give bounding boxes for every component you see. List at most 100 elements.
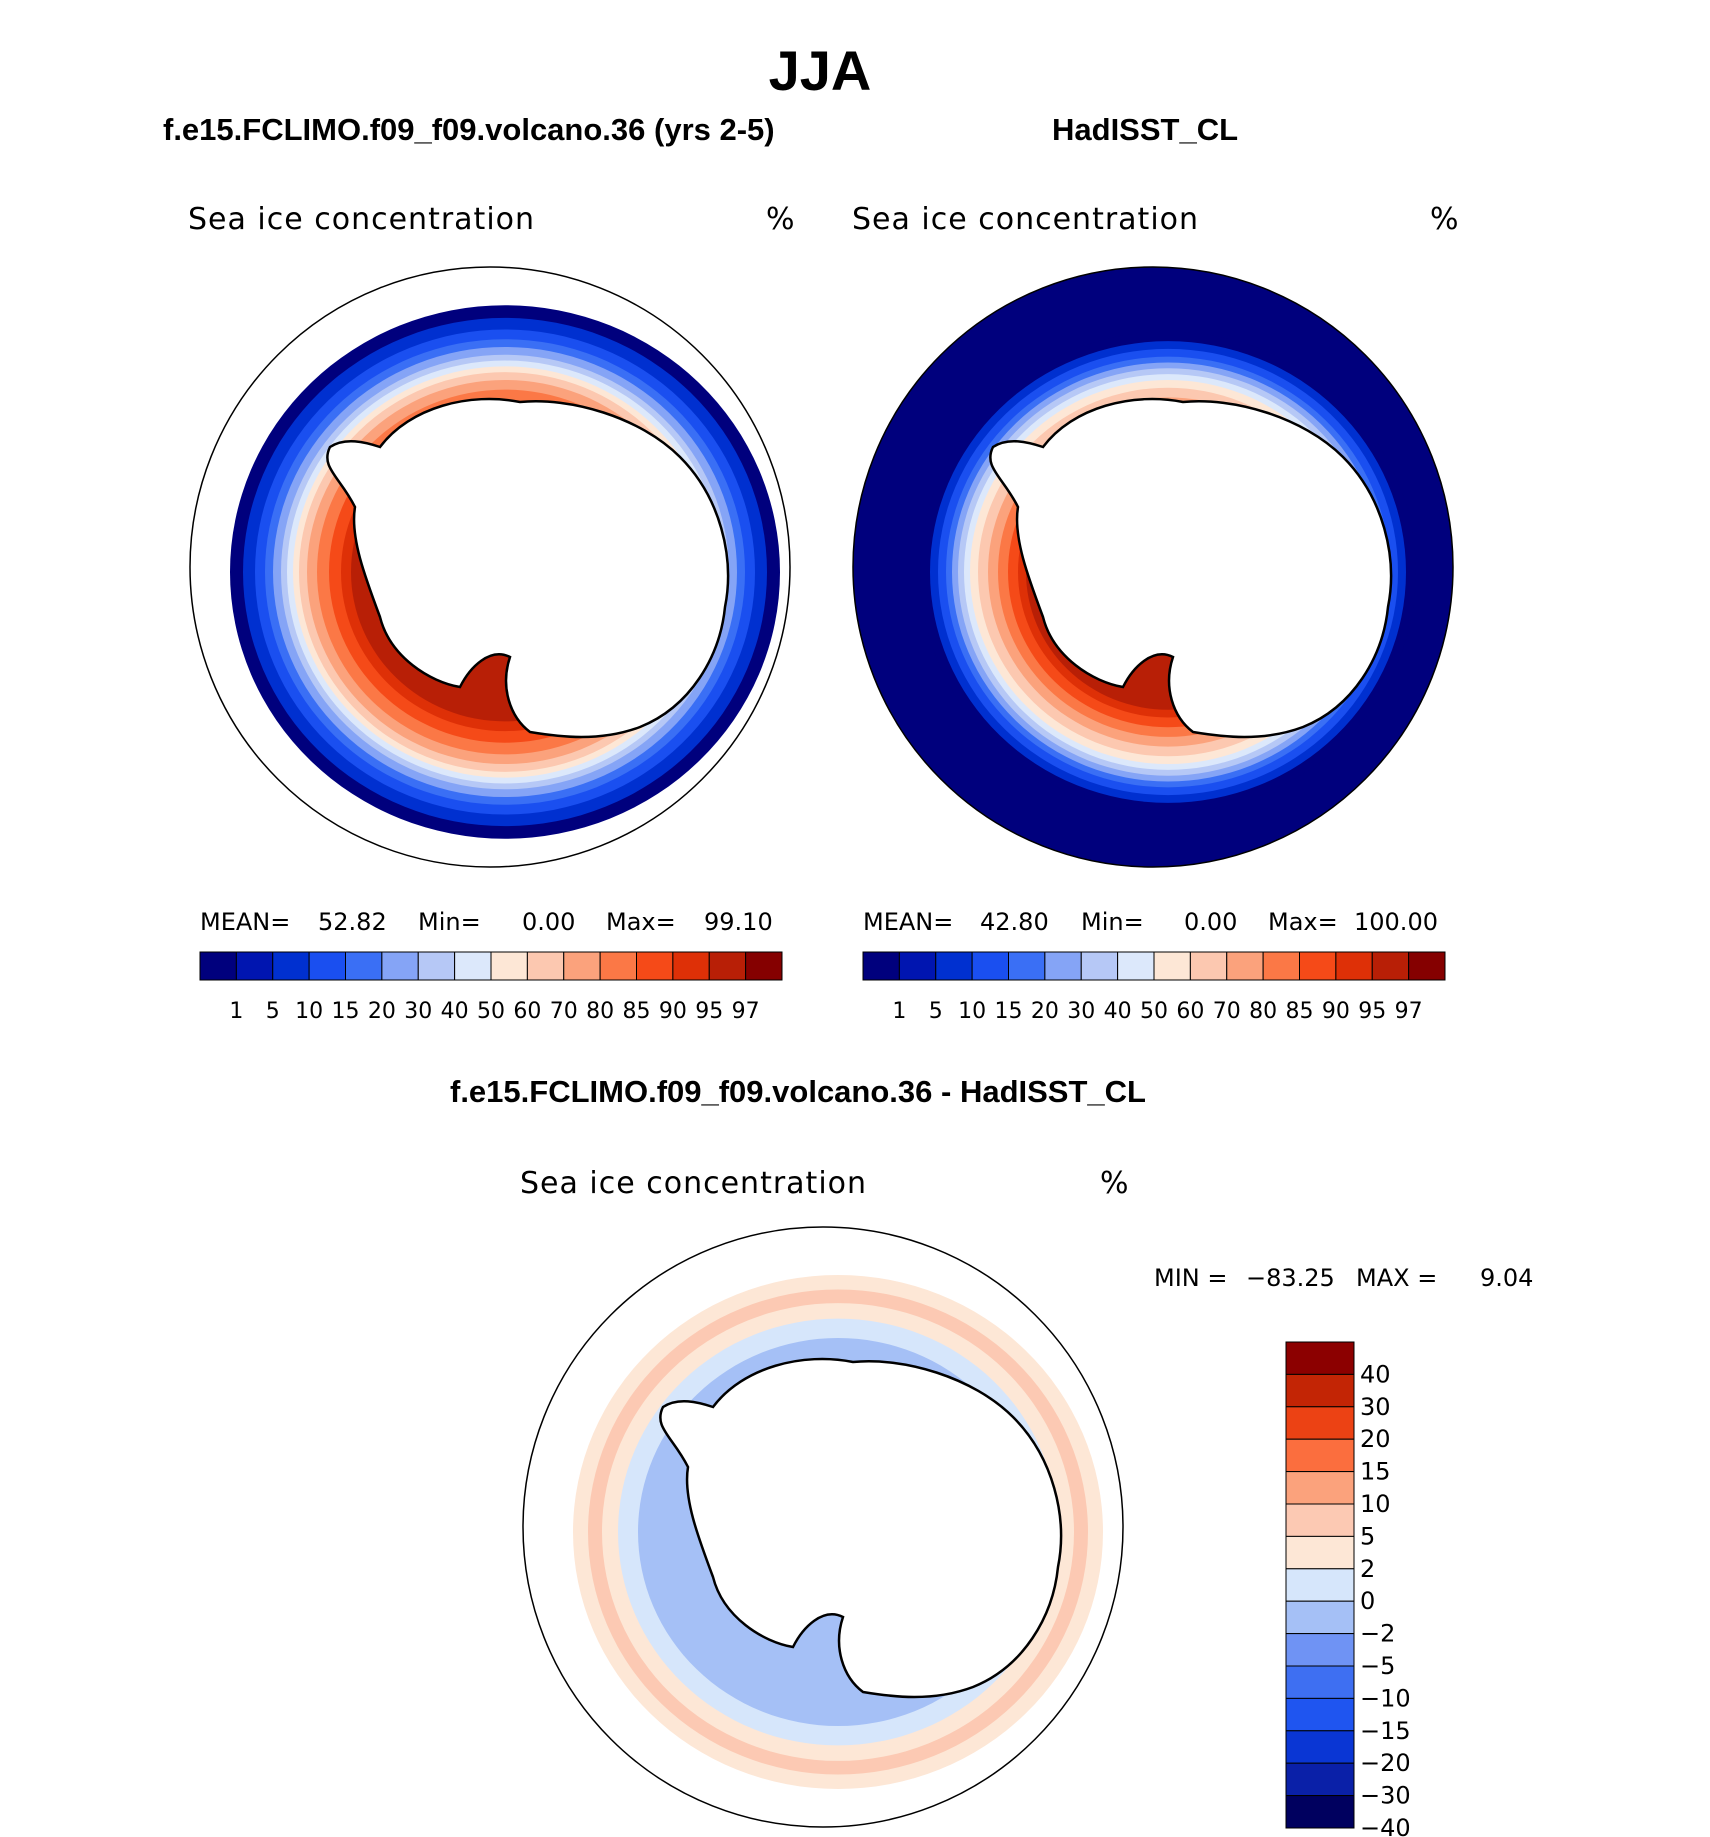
diff-colorbar-tick-label: −2: [1360, 1620, 1395, 1648]
panel-2-colorbar-swatch: [1080, 951, 1119, 981]
panel-1-colorbar-tick-label: 95: [695, 999, 723, 1024]
panel-2-colorbar-swatch: [1226, 951, 1264, 981]
panel-2-colorbar-swatch: [862, 951, 900, 981]
panel-1-colorbar-tick-label: 1: [229, 999, 243, 1024]
panel-2-colorbar-tick-label: 5: [929, 999, 943, 1024]
diff-colorbar-tick-label: −40: [1360, 1814, 1411, 1837]
panel-2-colorbar-tick-label: 30: [1067, 999, 1095, 1024]
panel-2-colorbar-tick-label: 15: [995, 999, 1023, 1024]
diff-colorbar-swatch: [1285, 1633, 1355, 1667]
diff-colorbar-swatch: [1285, 1373, 1355, 1408]
diff-units-label: %: [1100, 1166, 1130, 1201]
panel-1-units-label: %: [766, 202, 796, 237]
panel-2-mean-label: MEAN=: [863, 908, 954, 936]
panel-2-colorbar-tick-label: 20: [1031, 999, 1059, 1024]
panel-1-colorbar-swatch: [563, 951, 601, 981]
diff-colorbar-swatch: [1285, 1600, 1355, 1635]
panel-2-colorbar-swatch: [971, 951, 1009, 981]
panel-1-max-label: Max=: [606, 908, 676, 936]
diff-colorbar-swatch: [1285, 1471, 1355, 1505]
panel-2-colorbar-swatch: [1262, 951, 1300, 981]
diff-min-label: MIN =: [1154, 1264, 1228, 1292]
panel-2-colorbar-tick-label: 50: [1140, 999, 1168, 1024]
panel-1-colorbar-swatch: [708, 951, 747, 981]
panel-1-mean-label: MEAN=: [200, 908, 291, 936]
panel-1-colorbar-swatch: [272, 951, 310, 981]
panel-2-colorbar-swatch: [1335, 951, 1373, 981]
panel-1-colorbar-swatch: [526, 951, 565, 981]
panel-1-colorbar-tick-label: 30: [404, 999, 432, 1024]
diff-colorbar-tick-label: −20: [1360, 1749, 1411, 1777]
panel-2-variable-label: Sea ice concentration: [852, 202, 1200, 237]
panel-1-max-value: 99.10: [704, 908, 773, 936]
panel-2-max-value: 100.00: [1354, 908, 1438, 936]
panel-2-colorbar-tick-label: 1: [892, 999, 906, 1024]
panel-1-map: [189, 266, 791, 868]
panel-1-min-value: 0.00: [522, 908, 576, 936]
panel-2-colorbar-tick-label: 90: [1322, 999, 1350, 1024]
panel-2-colorbar-swatch: [1299, 951, 1337, 981]
diff-colorbar-tick-label: 20: [1360, 1425, 1391, 1453]
diff-colorbar-swatch: [1285, 1503, 1355, 1537]
diff-colorbar-swatch: [1285, 1568, 1355, 1602]
panel-1-colorbar-swatch: [381, 951, 419, 981]
panel-2-units-label: %: [1430, 202, 1460, 237]
diff-map: [522, 1226, 1124, 1828]
panel-1-colorbar-tick-label: 50: [477, 999, 505, 1024]
panel-2-colorbar-tick-label: 10: [958, 999, 986, 1024]
panel-1-colorbar-swatch: [490, 951, 528, 981]
diff-variable-label: Sea ice concentration: [520, 1166, 868, 1201]
panel-1-colorbar-swatch: [672, 951, 710, 981]
panel-2-colorbar-swatch: [898, 951, 937, 981]
panel-1-mean-value: 52.82: [318, 908, 387, 936]
panel-1-title: f.e15.FCLIMO.f09_f09.volcano.36 (yrs 2-5…: [163, 112, 775, 147]
diff-colorbar-tick-label: −5: [1360, 1652, 1395, 1680]
panel-2-colorbar-tick-label: 95: [1358, 999, 1386, 1024]
diff-colorbar-tick-label: −10: [1360, 1684, 1411, 1712]
panel-1-colorbar-swatch: [417, 951, 456, 981]
diff-colorbar-tick-label: 2: [1360, 1555, 1375, 1583]
diff-colorbar-swatch: [1285, 1341, 1355, 1375]
panel-2-colorbar-swatch: [1044, 951, 1082, 981]
panel-1-colorbar-tick-label: 20: [368, 999, 396, 1024]
diff-colorbar-swatch: [1285, 1730, 1355, 1764]
diff-colorbar-swatch: [1285, 1697, 1355, 1732]
diff-colorbar-swatch: [1285, 1665, 1355, 1699]
diff-colorbar-tick-label: 15: [1360, 1458, 1391, 1486]
panel-1-colorbar-tick-label: 85: [623, 999, 651, 1024]
diff-max-label: MAX =: [1356, 1264, 1438, 1292]
panel-1-colorbar-tick-label: 60: [513, 999, 541, 1024]
figure-title: JJA: [768, 39, 872, 102]
panel-1-colorbar-swatch: [308, 951, 346, 981]
panel-2-mean-value: 42.80: [980, 908, 1049, 936]
panel-2-colorbar: 1 5 10 15 20 30 40 50 60 70 80 85 90 95 97: [862, 951, 1446, 1024]
panel-1-colorbar-swatch: [454, 951, 492, 981]
panel-1-colorbar-swatch: [636, 951, 674, 981]
panel-1-colorbar-tick-label: 80: [586, 999, 614, 1024]
panel-2-colorbar-tick-label: 60: [1176, 999, 1204, 1024]
panel-1-colorbar-swatch: [199, 951, 237, 981]
panel-2-colorbar-swatch: [1153, 951, 1191, 981]
panel-1-colorbar: 1 5 10 15 20 30 40 50 60 70 80 85 90 95 97: [199, 951, 783, 1024]
diff-panel-title: f.e15.FCLIMO.f09_f09.volcano.36 - HadISS…: [450, 1074, 1146, 1109]
panel-2-colorbar-tick-label: 97: [1395, 999, 1423, 1024]
panel-1-colorbar-swatch: [345, 951, 383, 981]
diff-colorbar-tick-label: 40: [1360, 1360, 1391, 1388]
panel-2-min-label: Min=: [1081, 908, 1144, 936]
panel-2-colorbar-tick-label: 70: [1213, 999, 1241, 1024]
diff-colorbar-tick-label: −30: [1360, 1782, 1411, 1810]
panel-2-colorbar-tick-label: 80: [1249, 999, 1277, 1024]
panel-2-map: [852, 266, 1454, 868]
panel-2-colorbar-swatch: [1189, 951, 1228, 981]
panel-1-colorbar-tick-label: 97: [732, 999, 760, 1024]
diff-colorbar-tick-label: 0: [1360, 1587, 1375, 1615]
panel-2-min-value: 0.00: [1184, 908, 1238, 936]
diff-colorbar-tick-label: −15: [1360, 1717, 1411, 1745]
panel-1-min-label: Min=: [418, 908, 481, 936]
panel-1-colorbar-swatch: [599, 951, 637, 981]
diff-min-value: −83.25: [1246, 1264, 1335, 1292]
diff-colorbar-tick-label: 10: [1360, 1490, 1391, 1518]
panel-1-colorbar-swatch: [745, 951, 783, 981]
panel-1-colorbar-tick-label: 10: [295, 999, 323, 1024]
